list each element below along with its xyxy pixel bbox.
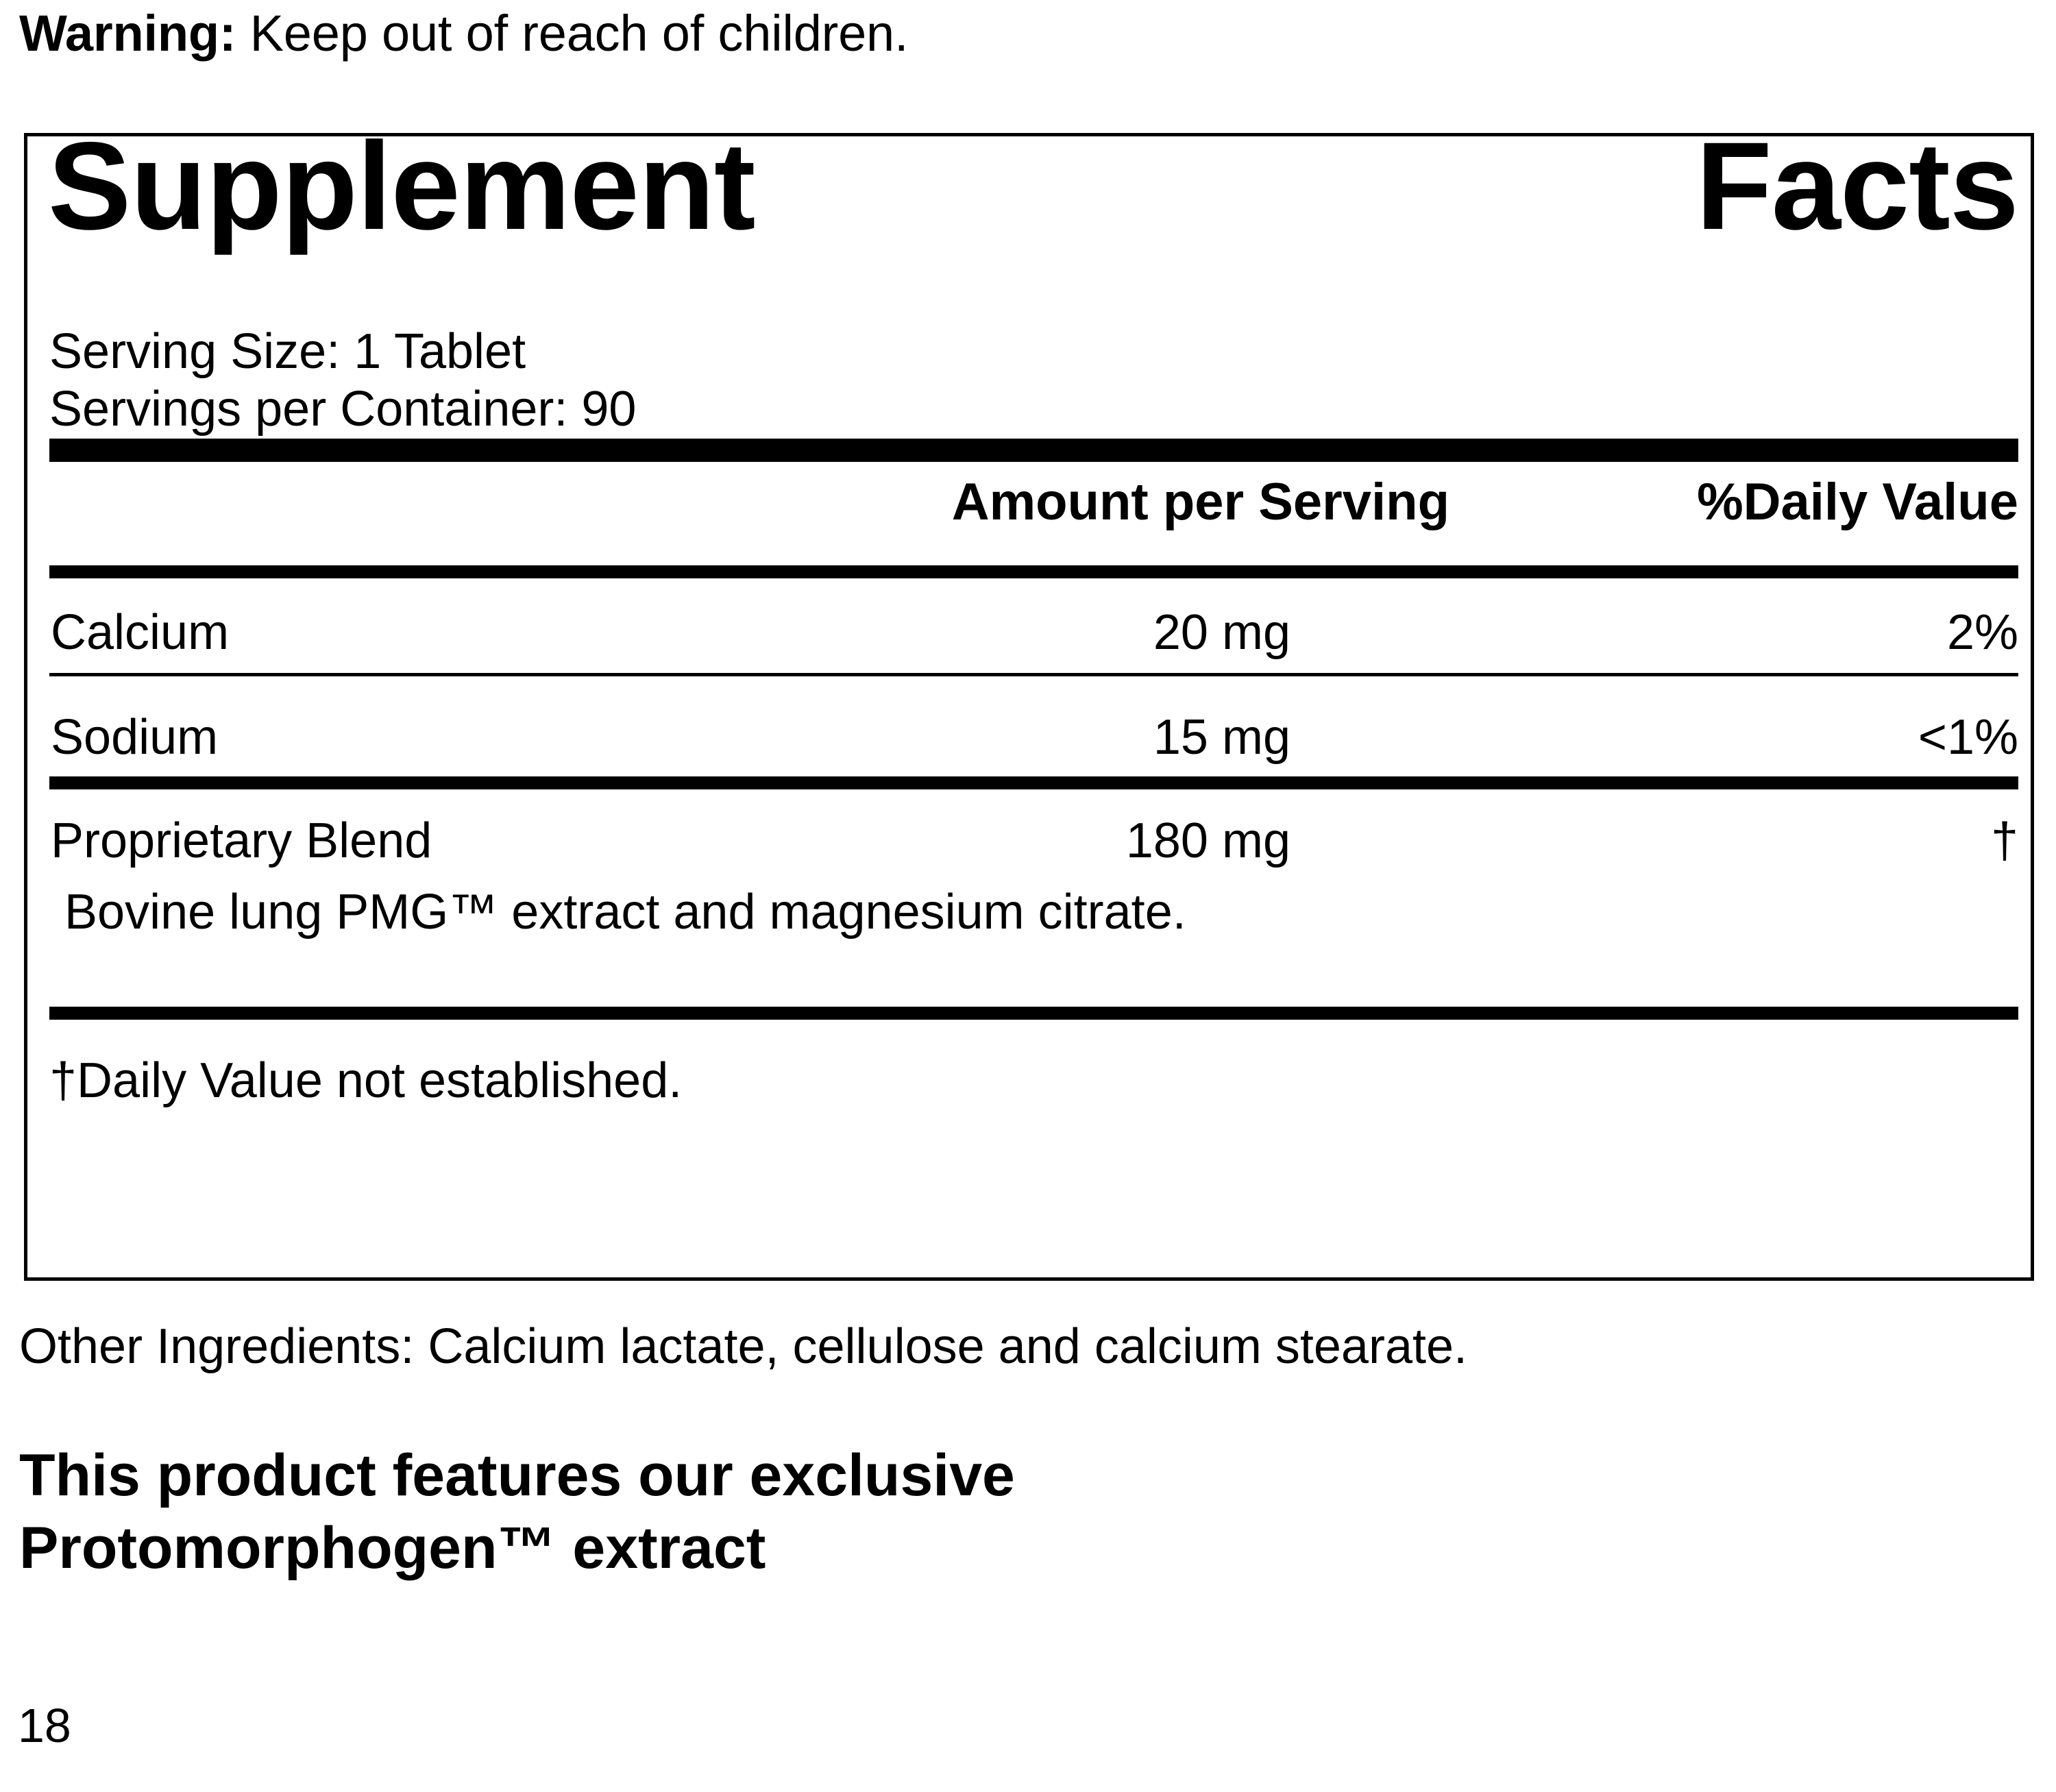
feature-line-2: Protomorphogen™ extract	[19, 1515, 766, 1581]
supplement-facts-inner: Supplement Facts Serving Size: 1 Tablet …	[48, 123, 2019, 1277]
table-row: Calcium 20 mg 2%	[49, 597, 2018, 668]
serving-size: Serving Size: 1 Tablet	[49, 324, 526, 379]
rule-sodium-bottom	[49, 776, 2018, 789]
feature-statement: This product features our exclusive Prot…	[19, 1439, 1664, 1584]
warning-text: Keep out of reach of children.	[236, 5, 909, 62]
feature-line-1: This product features our exclusive	[19, 1443, 1015, 1508]
title-word-facts: Facts	[1696, 116, 2019, 256]
warning-line: Warning: Keep out of reach of children.	[19, 4, 2007, 63]
title-word-supplement: Supplement	[48, 116, 756, 256]
blend-description: Bovine lung PMG™ extract and magnesium c…	[64, 885, 1186, 940]
supplement-facts-panel: Supplement Facts Serving Size: 1 Tablet …	[24, 123, 2034, 1281]
serving-info-block: Serving Size: 1 Tablet Servings per Cont…	[49, 323, 1831, 438]
table-row: Sodium 15 mg <1%	[49, 702, 2018, 773]
row-daily-value-calcium: 2%	[1946, 605, 2018, 660]
rule-calcium-bottom	[49, 673, 2018, 676]
warning-label: Warning:	[19, 5, 236, 62]
row-amount-sodium: 15 mg	[1153, 710, 1290, 765]
servings-per-container: Servings per Container: 90	[49, 382, 637, 437]
rule-header-bottom	[49, 565, 2018, 578]
row-amount-calcium: 20 mg	[1153, 605, 1290, 660]
other-ingredients: Other Ingredients: Calcium lactate, cell…	[19, 1319, 1468, 1374]
supplement-facts-title: Supplement Facts	[48, 116, 2019, 256]
header-amount-per-serving: Amount per Serving	[951, 473, 1449, 531]
table-row: Proprietary Blend 180 mg †	[49, 805, 2018, 876]
row-name-proprietary-blend: Proprietary Blend	[51, 813, 432, 868]
header-daily-value: %Daily Value	[1697, 473, 2018, 531]
row-amount-proprietary-blend: 180 mg	[1125, 813, 1290, 868]
page-number: 18	[18, 1699, 71, 1752]
row-daily-value-proprietary-blend: †	[1990, 813, 2018, 868]
table-header-row: Amount per Serving %Daily Value	[49, 461, 2018, 543]
row-name-calcium: Calcium	[51, 605, 230, 660]
row-daily-value-sodium: <1%	[1918, 710, 2018, 765]
rule-header-top	[49, 439, 2018, 462]
rule-blend-bottom	[49, 1007, 2018, 1020]
daily-value-footnote: †Daily Value not established.	[49, 1053, 683, 1108]
row-name-sodium: Sodium	[51, 710, 219, 765]
